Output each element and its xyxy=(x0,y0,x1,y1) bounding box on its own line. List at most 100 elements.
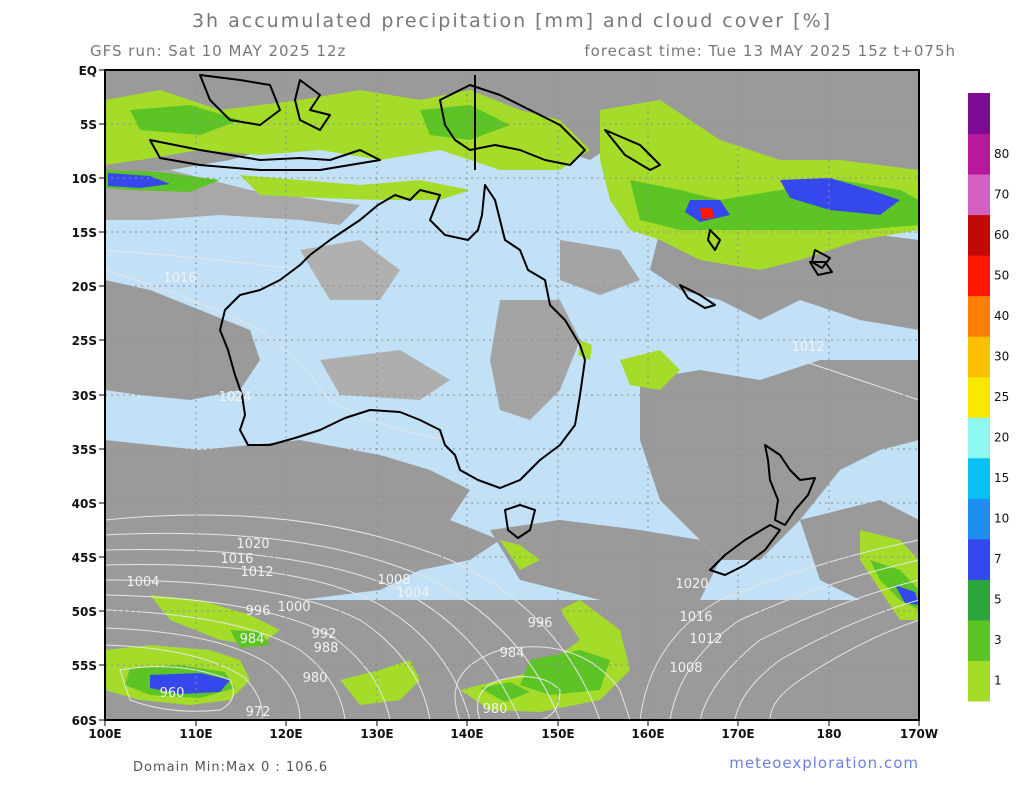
isobar-label: 1004 xyxy=(396,586,429,601)
longitude-labels: 100E 110E 120E 130E 140E 150E 160E 170E … xyxy=(88,727,938,741)
lat-label: 25S xyxy=(72,334,97,348)
isobar-labels: 1024 1020 1016 1012 1008 1004 1000 996 9… xyxy=(126,271,824,720)
colorbar-swatch xyxy=(968,295,990,337)
lat-label: EQ xyxy=(79,64,97,78)
isobar-label: 1000 xyxy=(277,600,310,615)
lon-label: 130E xyxy=(360,727,393,741)
isobar-label: 988 xyxy=(314,641,339,656)
lat-label: 50S xyxy=(72,605,97,619)
solomon-vanuatu xyxy=(604,129,831,269)
lon-label: 170W xyxy=(900,727,938,741)
isobar-label: 980 xyxy=(483,702,508,717)
isobar-label: 1024 xyxy=(218,390,251,405)
colorbar-swatch xyxy=(968,376,990,418)
colorbar-label: 70 xyxy=(994,187,1009,201)
colorbar-swatch xyxy=(968,457,990,499)
isobar-label: 992 xyxy=(312,627,337,642)
graticule xyxy=(105,70,919,720)
colorbar-swatch xyxy=(968,93,990,135)
colorbar-swatch xyxy=(968,133,990,175)
lon-label: 140E xyxy=(450,727,483,741)
isobar-label: 980 xyxy=(303,671,328,686)
forecast-time-label: forecast time: Tue 13 MAY 2025 15z t+075… xyxy=(584,42,956,60)
lat-label: 15S xyxy=(72,226,97,240)
precipitation-layer xyxy=(105,90,919,712)
isobar-label: 996 xyxy=(246,604,271,619)
colorbar-swatch xyxy=(968,417,990,459)
colorbar-swatch xyxy=(968,660,990,702)
fiji-coastline xyxy=(809,261,833,276)
australia-coastline xyxy=(219,184,586,489)
colorbar-swatch xyxy=(968,214,990,256)
colorbar-label: 7 xyxy=(994,552,1002,566)
colorbar-swatch xyxy=(968,579,990,621)
colorbar-label: 30 xyxy=(994,349,1009,363)
lon-label: 100E xyxy=(88,727,121,741)
new-zealand-north xyxy=(764,444,816,526)
coastlines xyxy=(149,74,833,576)
isobar-label: 984 xyxy=(240,632,265,647)
sulawesi-coastline xyxy=(294,79,331,131)
colorbar-label: 25 xyxy=(994,390,1009,404)
isobar-label: 972 xyxy=(246,705,271,720)
colorbar-swatch xyxy=(968,498,990,540)
borneo-coastline xyxy=(199,74,281,126)
lon-label: 150E xyxy=(541,727,574,741)
lon-label: 120E xyxy=(269,727,302,741)
isobar-label: 1016 xyxy=(163,271,196,286)
lon-label: 170E xyxy=(721,727,754,741)
isobar-label: 1012 xyxy=(240,565,273,580)
lat-label: 30S xyxy=(72,389,97,403)
indonesia-coastline xyxy=(149,139,381,171)
tasmania-coastline xyxy=(504,504,536,539)
colorbar-label: 80 xyxy=(994,147,1009,161)
latitude-labels: EQ 5S 10S 15S 20S 25S 30S 35S 40S 45S 50… xyxy=(72,64,97,728)
gfs-run-label: GFS run: Sat 10 MAY 2025 12z xyxy=(90,42,347,60)
isobar-lines xyxy=(105,249,919,720)
new-caledonia-coastline xyxy=(679,284,716,309)
colorbar-swatch xyxy=(968,538,990,580)
colorbar-swatch xyxy=(968,174,990,216)
colorbar-label: 60 xyxy=(994,228,1009,242)
lat-label: 20S xyxy=(72,280,97,294)
lat-label: 10S xyxy=(72,172,97,186)
precipitation-colorbar: 1 3 5 7 10 15 20 25 30 40 50 60 70 80 xyxy=(968,93,1009,702)
lat-label: 45S xyxy=(72,551,97,565)
lat-label: 60S xyxy=(72,714,97,728)
domain-minmax-label: Domain Min:Max 0 : 106.6 xyxy=(133,760,329,775)
lat-label: 40S xyxy=(72,497,97,511)
axis-ticks xyxy=(99,69,920,726)
colorbar-swatch xyxy=(968,336,990,378)
lon-label: 110E xyxy=(179,727,212,741)
credit-link[interactable]: meteoexploration.com xyxy=(729,754,919,772)
isobar-label: 1004 xyxy=(126,575,159,590)
isobar-label: 1008 xyxy=(377,573,410,588)
isobar-label: 1012 xyxy=(689,632,722,647)
colorbar-label: 50 xyxy=(994,268,1009,282)
isobar-label: 1016 xyxy=(679,610,712,625)
isobar-label: 1020 xyxy=(236,537,269,552)
colorbar-label: 3 xyxy=(994,633,1002,647)
colorbar-swatch xyxy=(968,255,990,297)
new-zealand-south xyxy=(709,524,781,576)
colorbar-label: 20 xyxy=(994,431,1009,445)
lon-label: 160E xyxy=(631,727,664,741)
colorbar-label: 15 xyxy=(994,471,1009,485)
colorbar-label: 1 xyxy=(994,674,1002,688)
colorbar-label: 40 xyxy=(994,309,1009,323)
isobar-label: 1012 xyxy=(791,340,824,355)
lat-label: 35S xyxy=(72,443,97,457)
isobar-label: 1020 xyxy=(675,577,708,592)
map-title: 3h accumulated precipitation [mm] and cl… xyxy=(191,10,833,32)
lat-label: 5S xyxy=(80,118,97,132)
lon-label: 180 xyxy=(816,727,841,741)
colorbar-label: 10 xyxy=(994,512,1009,526)
isobar-label: 960 xyxy=(160,686,185,701)
lat-label: 55S xyxy=(72,659,97,673)
isobar-label: 996 xyxy=(528,616,553,631)
new-guinea-coastline xyxy=(439,84,586,166)
isobar-label: 1008 xyxy=(669,661,702,676)
colorbar-swatch xyxy=(968,619,990,661)
isobar-label: 984 xyxy=(500,646,525,661)
